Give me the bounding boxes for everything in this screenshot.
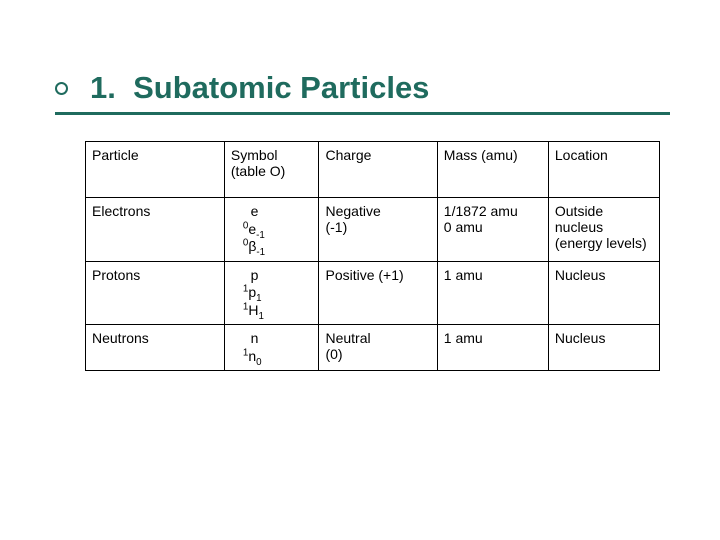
cell-charge: Neutral(0) bbox=[319, 325, 437, 371]
particles-table: Particle Symbol (table O) Charge Mass (a… bbox=[85, 141, 660, 371]
table-header-row: Particle Symbol (table O) Charge Mass (a… bbox=[86, 142, 660, 198]
col-charge: Charge bbox=[319, 142, 437, 198]
cell-location: Nucleus bbox=[548, 325, 659, 371]
col-symbol: Symbol (table O) bbox=[224, 142, 319, 198]
title-text: Subatomic Particles bbox=[133, 70, 429, 105]
bullet-icon bbox=[55, 82, 68, 95]
cell-particle: Electrons bbox=[86, 198, 225, 262]
cell-mass: 1 amu bbox=[437, 261, 548, 325]
slide: 1. Subatomic Particles Particle Symbol (… bbox=[0, 0, 720, 540]
col-particle: Particle bbox=[86, 142, 225, 198]
cell-location: Nucleus bbox=[548, 261, 659, 325]
cell-charge: Positive (+1) bbox=[319, 261, 437, 325]
cell-symbol: e0e-10β-1 bbox=[224, 198, 319, 262]
cell-symbol: p1p11H1 bbox=[224, 261, 319, 325]
cell-mass: 1 amu bbox=[437, 325, 548, 371]
title-number: 1. bbox=[90, 70, 116, 105]
table-row: Electrons e0e-10β-1Negative(-1)1/1872 am… bbox=[86, 198, 660, 262]
slide-title: 1. Subatomic Particles bbox=[90, 70, 429, 106]
table-row: Protons p1p11H1Positive (+1)1 amuNucleus bbox=[86, 261, 660, 325]
cell-charge: Negative(-1) bbox=[319, 198, 437, 262]
cell-location: Outside nucleus (energy levels) bbox=[548, 198, 659, 262]
col-location: Location bbox=[548, 142, 659, 198]
cell-mass: 1/1872 amu0 amu bbox=[437, 198, 548, 262]
table-row: Neutrons n1n0Neutral(0)1 amuNucleus bbox=[86, 325, 660, 371]
col-mass: Mass (amu) bbox=[437, 142, 548, 198]
title-row: 1. Subatomic Particles bbox=[55, 70, 670, 106]
cell-particle: Protons bbox=[86, 261, 225, 325]
cell-particle: Neutrons bbox=[86, 325, 225, 371]
cell-symbol: n1n0 bbox=[224, 325, 319, 371]
title-underline bbox=[55, 112, 670, 115]
